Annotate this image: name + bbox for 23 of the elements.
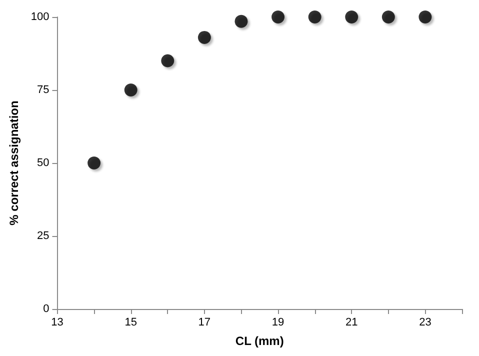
- y-tick-label: 25: [37, 230, 50, 242]
- x-tick-label: 17: [198, 316, 211, 328]
- point: [161, 54, 174, 68]
- x-tick-label: 21: [345, 316, 358, 328]
- point: [345, 10, 358, 24]
- point: [124, 84, 138, 96]
- x-axis-title: CL (mm): [235, 334, 284, 348]
- y-tick-label: 0: [43, 303, 50, 315]
- point: [272, 10, 285, 24]
- x-tick-label: 23: [419, 316, 432, 328]
- point: [418, 10, 432, 24]
- y-tick-label: 100: [30, 11, 50, 23]
- y-tick-label: 75: [37, 84, 50, 96]
- x-tick-label: 13: [51, 316, 64, 328]
- point: [234, 14, 248, 28]
- y-tick-label: 50: [37, 157, 50, 169]
- point: [88, 156, 101, 170]
- point: [382, 10, 395, 24]
- y-axis-title: % correct assignation: [7, 100, 21, 226]
- x-tick-label: 15: [124, 316, 137, 328]
- point: [198, 30, 211, 44]
- x-tick-label: 19: [272, 316, 284, 328]
- point: [308, 10, 322, 24]
